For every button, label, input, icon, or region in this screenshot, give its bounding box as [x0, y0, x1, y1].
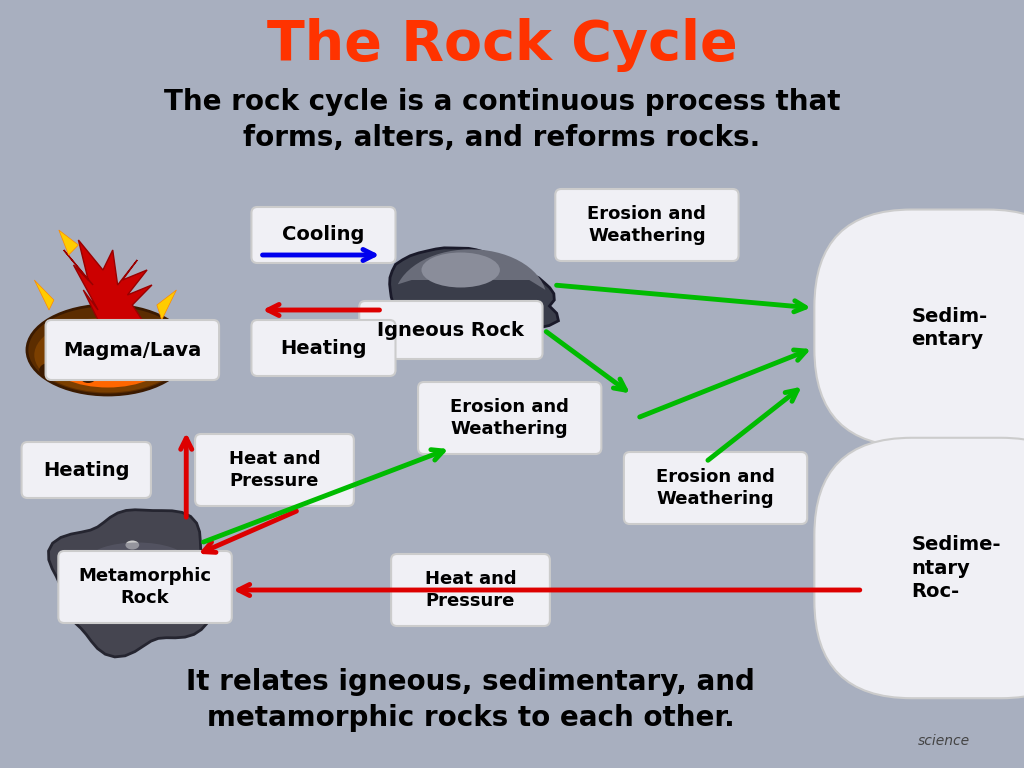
Text: Metamorphic
Rock: Metamorphic Rock: [79, 567, 212, 607]
Ellipse shape: [81, 373, 95, 383]
FancyBboxPatch shape: [58, 551, 231, 623]
Polygon shape: [390, 248, 558, 352]
Ellipse shape: [97, 601, 109, 608]
Text: The rock cycle is a continuous process that
forms, alters, and reforms rocks.: The rock cycle is a continuous process t…: [164, 88, 840, 152]
Ellipse shape: [956, 354, 974, 366]
Text: Heating: Heating: [281, 339, 367, 357]
Polygon shape: [35, 280, 54, 310]
Ellipse shape: [112, 611, 124, 619]
Ellipse shape: [170, 360, 183, 370]
Ellipse shape: [126, 541, 139, 549]
Text: Cooling: Cooling: [283, 226, 365, 244]
FancyBboxPatch shape: [888, 589, 994, 611]
Text: Heat and
Pressure: Heat and Pressure: [425, 570, 516, 610]
Ellipse shape: [88, 581, 98, 588]
FancyBboxPatch shape: [893, 608, 989, 628]
Ellipse shape: [139, 605, 155, 614]
Polygon shape: [397, 250, 546, 290]
Text: The Rock Cycle: The Rock Cycle: [266, 18, 737, 72]
Text: science: science: [919, 734, 971, 748]
Text: Heating: Heating: [43, 461, 129, 479]
Text: Magma/Lava: Magma/Lava: [63, 340, 202, 359]
Text: Erosion and
Weathering: Erosion and Weathering: [451, 398, 569, 438]
Ellipse shape: [938, 360, 953, 370]
FancyBboxPatch shape: [22, 442, 151, 498]
Ellipse shape: [100, 555, 116, 565]
Ellipse shape: [906, 522, 975, 558]
FancyBboxPatch shape: [883, 549, 999, 571]
Ellipse shape: [897, 295, 1005, 365]
Text: Compa-
ction &
Cement-
ation: Compa- ction & Cement- ation: [922, 388, 1007, 472]
FancyBboxPatch shape: [555, 189, 738, 261]
Ellipse shape: [49, 333, 167, 388]
Text: Erosion and
Weathering: Erosion and Weathering: [656, 468, 775, 508]
Text: Heat and
Pressure: Heat and Pressure: [228, 450, 321, 490]
FancyBboxPatch shape: [359, 301, 543, 359]
Ellipse shape: [39, 363, 58, 377]
Text: Sedime-
ntary
Roc-: Sedime- ntary Roc-: [911, 535, 1001, 601]
FancyBboxPatch shape: [46, 320, 219, 380]
Ellipse shape: [35, 317, 181, 392]
Polygon shape: [58, 230, 79, 255]
Ellipse shape: [973, 345, 987, 355]
Text: Sedim-
entary: Sedim- entary: [911, 306, 988, 349]
Ellipse shape: [166, 586, 177, 594]
Ellipse shape: [921, 348, 942, 362]
Ellipse shape: [182, 582, 190, 588]
Ellipse shape: [157, 601, 167, 608]
Ellipse shape: [69, 343, 127, 373]
Text: It relates igneous, sedimentary, and
metamorphic rocks to each other.: It relates igneous, sedimentary, and met…: [186, 667, 755, 733]
Ellipse shape: [902, 297, 990, 353]
Polygon shape: [63, 240, 152, 335]
FancyBboxPatch shape: [195, 434, 354, 506]
FancyBboxPatch shape: [418, 382, 601, 454]
FancyBboxPatch shape: [252, 207, 395, 263]
Ellipse shape: [172, 557, 181, 564]
Ellipse shape: [422, 253, 500, 287]
Ellipse shape: [150, 561, 164, 569]
FancyBboxPatch shape: [252, 320, 395, 376]
Text: Igneous Rock: Igneous Rock: [378, 320, 524, 339]
Ellipse shape: [119, 590, 136, 600]
Ellipse shape: [27, 305, 188, 395]
FancyBboxPatch shape: [391, 554, 550, 626]
Ellipse shape: [148, 369, 166, 381]
Ellipse shape: [88, 542, 186, 578]
FancyBboxPatch shape: [885, 528, 996, 552]
FancyBboxPatch shape: [885, 568, 996, 592]
FancyBboxPatch shape: [624, 452, 807, 524]
Polygon shape: [48, 510, 227, 657]
Polygon shape: [157, 290, 176, 320]
Text: Erosion and
Weathering: Erosion and Weathering: [588, 205, 707, 245]
